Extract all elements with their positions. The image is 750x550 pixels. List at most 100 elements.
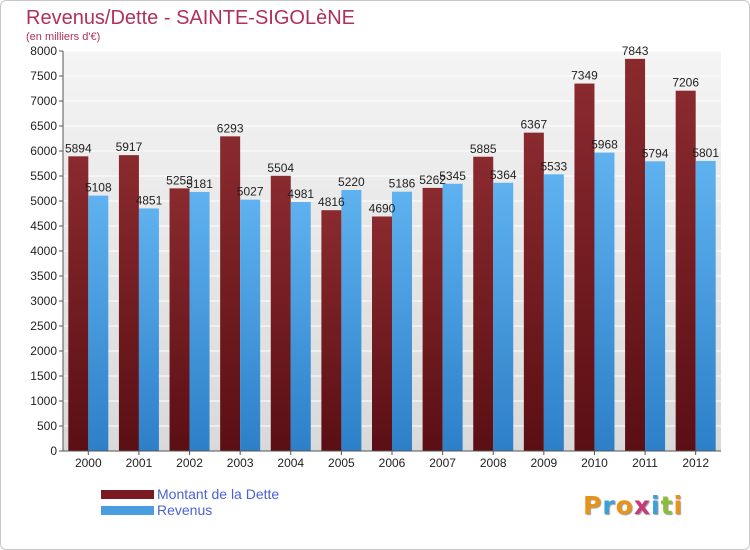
y-tick-label: 1500 (30, 369, 57, 383)
x-tick-label: 2008 (480, 456, 507, 470)
bar-debt (523, 132, 544, 451)
bar-debt (220, 136, 241, 451)
logo-letter: x (633, 491, 651, 520)
x-tick-label: 2012 (682, 456, 709, 470)
x-tick-label: 2003 (227, 456, 254, 470)
data-label-revenus: 5220 (338, 175, 365, 189)
bar-debt (473, 156, 494, 451)
y-tick-label: 6500 (30, 119, 57, 133)
bar-debt (118, 155, 139, 451)
bar-revenus (543, 174, 564, 451)
data-label-debt: 6367 (520, 118, 547, 132)
y-tick-label: 4000 (30, 244, 57, 258)
y-tick-label: 7000 (30, 94, 57, 108)
bar-debt (574, 83, 595, 452)
bar-revenus (290, 201, 311, 451)
x-tick-label: 2002 (176, 456, 203, 470)
data-label-revenus: 5968 (591, 138, 618, 152)
y-tick-label: 2000 (30, 344, 57, 358)
y-tick-label: 0 (50, 444, 57, 458)
bar-debt (321, 210, 342, 451)
y-tick-label: 3000 (30, 294, 57, 308)
bar-debt (372, 216, 392, 451)
data-label-debt: 4690 (369, 202, 396, 216)
bar-revenus (341, 190, 362, 451)
bar-revenus (645, 161, 666, 452)
data-label-revenus: 5027 (237, 185, 264, 199)
bar-revenus (442, 183, 463, 451)
data-label-revenus: 5181 (186, 177, 213, 191)
data-label-debt: 5917 (116, 140, 143, 154)
y-tick-label: 6000 (30, 144, 57, 158)
data-label-debt: 7843 (622, 44, 649, 58)
data-label-debt: 7206 (672, 76, 699, 90)
bar-revenus (392, 191, 412, 451)
x-tick-label: 2006 (379, 456, 406, 470)
y-tick-label: 2500 (30, 319, 57, 333)
data-label-revenus: 5186 (389, 177, 416, 191)
data-label-debt: 5504 (267, 161, 294, 175)
data-label-revenus: 4851 (136, 193, 163, 207)
x-tick-label: 2007 (429, 456, 456, 470)
data-label-debt: 5894 (65, 141, 92, 155)
bar-revenus (189, 191, 210, 451)
data-label-debt: 5885 (470, 142, 497, 156)
y-tick-label: 4500 (30, 219, 57, 233)
legend-label-debt: Montant de la Dette (157, 486, 280, 502)
bar-revenus (138, 208, 159, 451)
bar-revenus (695, 160, 716, 451)
chart-title: Revenus/Dette - SAINTE-SIGOLèNE (26, 7, 356, 29)
data-label-revenus: 5801 (692, 146, 719, 160)
bars (68, 58, 716, 452)
data-label-revenus: 5533 (540, 159, 567, 173)
chart-subtitle: (en milliers d'€) (26, 31, 101, 43)
data-label-debt: 5253 (166, 173, 193, 187)
bar-debt (675, 90, 696, 451)
logo-letter: o (615, 491, 634, 520)
bar-revenus (88, 195, 109, 451)
x-tick-label: 2009 (530, 456, 557, 470)
y-tick-label: 3500 (30, 269, 57, 283)
bar-debt (270, 175, 291, 452)
y-tick-label: 1000 (30, 394, 57, 408)
data-label-debt: 4816 (318, 195, 345, 209)
bar-debt (68, 156, 89, 452)
x-tick-label: 2005 (328, 456, 355, 470)
y-tick-label: 8000 (30, 44, 57, 58)
x-tick-label: 2000 (75, 456, 102, 470)
y-tick-label: 7500 (30, 69, 57, 83)
logo-letter: r (602, 491, 616, 520)
logo-letter: t (660, 491, 674, 520)
y-tick-label: 5500 (30, 169, 57, 183)
y-tick-label: 500 (37, 419, 57, 433)
data-label-debt: 7349 (571, 69, 598, 83)
x-axis-ticks: 2000 2001 2002 2003 2004 2005 2006 2007 2008 2009… (63, 450, 721, 470)
data-label-revenus: 5108 (85, 181, 112, 195)
data-label-debt: 5262 (419, 173, 446, 187)
x-tick-label: 2001 (126, 456, 153, 470)
y-axis-ticks: 0 500 1000 1500 2000 2500 3000 3500 4000 4500 5000… (30, 44, 64, 458)
data-label-revenus: 5364 (490, 168, 517, 182)
legend: Montant de la Dette Revenus (101, 486, 279, 518)
bar-revenus (493, 182, 514, 452)
data-label-revenus: 4981 (287, 187, 314, 201)
x-tick-label: 2010 (581, 456, 608, 470)
legend-swatch-revenus (101, 505, 154, 515)
data-label-debt: 6293 (217, 121, 244, 135)
bar-debt (169, 188, 190, 451)
legend-item-revenus: Revenus (101, 502, 279, 518)
bar-debt (422, 187, 443, 451)
proxiti-logo: Proxiti (583, 491, 683, 520)
data-label-revenus: 5345 (439, 169, 466, 183)
legend-label-revenus: Revenus (157, 502, 213, 518)
x-tick-label: 2004 (277, 456, 304, 470)
data-label-revenus: 5794 (642, 146, 669, 160)
bar-revenus (240, 199, 261, 451)
logo-letter: P (583, 491, 603, 520)
legend-swatch-debt (101, 489, 154, 499)
logo-letter: i (673, 491, 684, 520)
legend-item-debt: Montant de la Dette (101, 486, 279, 502)
